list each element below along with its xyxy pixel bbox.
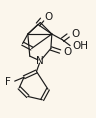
Text: OH: OH bbox=[72, 41, 88, 51]
Text: O: O bbox=[71, 29, 79, 39]
Text: O: O bbox=[45, 12, 53, 22]
Text: F: F bbox=[5, 77, 11, 87]
Text: N: N bbox=[36, 56, 44, 66]
Text: O: O bbox=[63, 47, 72, 57]
